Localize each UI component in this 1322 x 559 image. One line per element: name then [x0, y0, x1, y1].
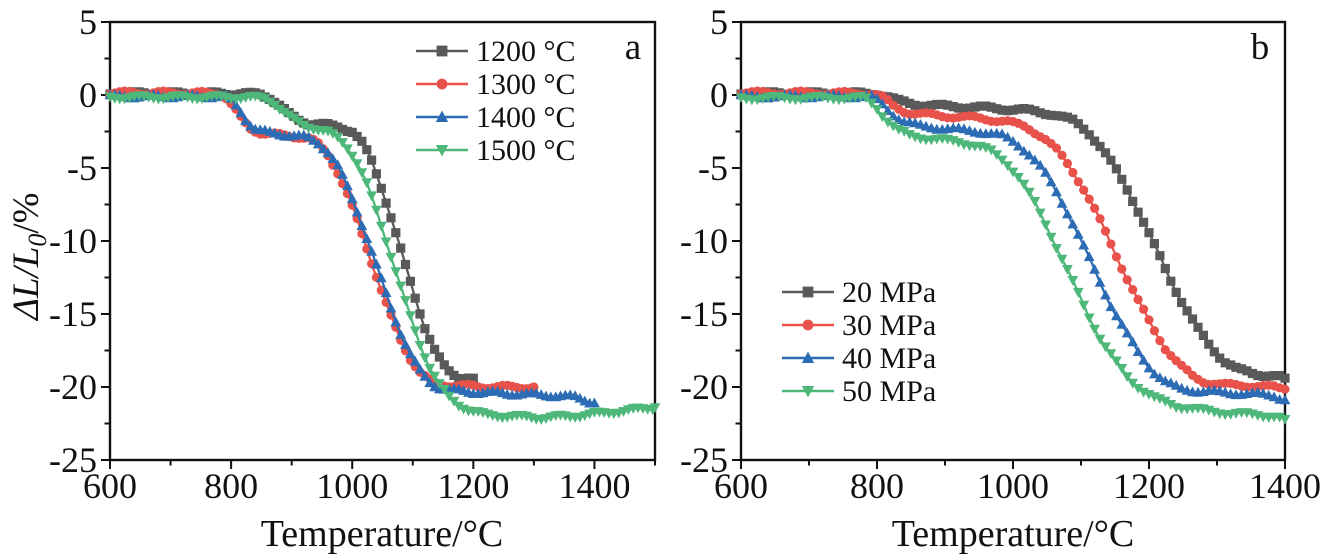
series-line-1300-°C [109, 89, 535, 390]
panel-label-a: a [624, 27, 642, 68]
legend-marker-square [436, 45, 448, 57]
legend-marker-triangle-up [435, 110, 449, 122]
legend-item-label: 1200 °C [476, 35, 576, 68]
y-tick-label: -10 [49, 221, 97, 261]
legend-item-label: 1500 °C [476, 134, 576, 167]
legend-marker-square [802, 286, 814, 298]
x-tick-label: 600 [83, 466, 137, 506]
y-axis-title-pre: ΔL/L [5, 246, 47, 320]
series-markers-1500-°C [104, 91, 661, 425]
y-tick-label: -5 [698, 148, 728, 188]
x-tick-label: 1200 [437, 466, 509, 506]
legend-item-label: 40 MPa [842, 342, 936, 375]
series-line-30-MPa [740, 89, 1286, 391]
legend-item-label: 1400 °C [476, 101, 576, 134]
y-tick-label: -20 [680, 367, 728, 407]
x-tick-label: 1000 [316, 466, 388, 506]
y-tick-label: -25 [49, 440, 97, 480]
y-tick-label: -20 [49, 367, 97, 407]
y-tick-label: -15 [49, 294, 97, 334]
y-axis-title-sub: 0 [23, 233, 53, 247]
x-tick-label: 800 [850, 466, 904, 506]
legend-marker-triangle-down [435, 145, 449, 157]
series-markers-1200-°C [105, 87, 478, 384]
y-tick-label: -5 [67, 148, 97, 188]
y-tick-label: 0 [710, 75, 728, 115]
x-tick-label: 1000 [977, 466, 1049, 506]
legend-item-label: 50 MPa [842, 375, 936, 408]
series-markers-30-MPa [736, 86, 1290, 394]
y-axis-title: ΔL/L0/% [5, 126, 53, 386]
legend-marker-triangle-up [801, 351, 815, 363]
x-tick-label: 1400 [1249, 466, 1321, 506]
x-tick-label: 600 [714, 466, 768, 506]
y-tick-label: 5 [710, 2, 728, 42]
y-tick-label: -15 [680, 294, 728, 334]
y-tick-label: 0 [79, 75, 97, 115]
x-tick-label: 800 [204, 466, 258, 506]
y-tick-label: -25 [680, 440, 728, 480]
x-tick-label: 1200 [1113, 466, 1185, 506]
x-axis-title-a: Temperature/°C [260, 513, 504, 555]
legend-marker-circle [436, 78, 448, 90]
legend-marker-triangle-down [801, 386, 815, 398]
x-tick-label: 1400 [558, 466, 630, 506]
x-axis-title-b: Temperature/°C [891, 513, 1135, 555]
legend-item-label: 20 MPa [842, 276, 936, 309]
y-axis-title-post: /% [5, 192, 47, 234]
panel-label-b: b [1250, 27, 1270, 68]
legend-marker-circle [802, 319, 814, 331]
series-markers-20-MPa [736, 87, 1290, 383]
y-tick-label: 5 [79, 2, 97, 42]
y-tick-label: -10 [680, 221, 728, 261]
legend-item-label: 30 MPa [842, 309, 936, 342]
legend-item-label: 1300 °C [476, 68, 576, 101]
